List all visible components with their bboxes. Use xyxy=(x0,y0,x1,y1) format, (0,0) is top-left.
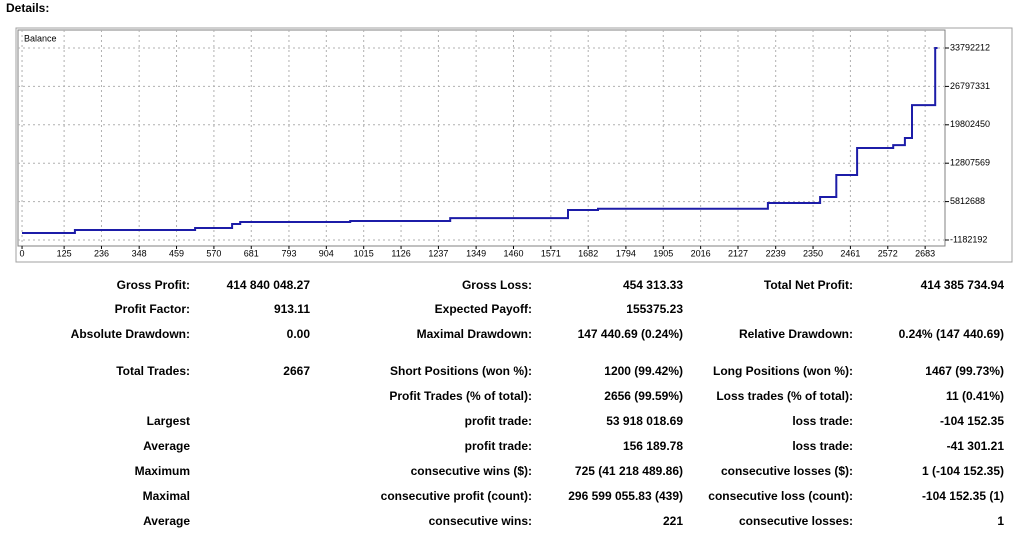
x-tick-label: 2127 xyxy=(728,248,748,258)
stat-value: 1 (-104 152.35) xyxy=(922,464,1004,478)
stat-value: 414 385 734.94 xyxy=(921,278,1005,292)
stat-value: 725 (41 218 489.86) xyxy=(575,464,683,478)
stat-label: Largest xyxy=(147,414,190,428)
stat-label: Expected Payoff: xyxy=(435,302,532,316)
stat-value: 1 xyxy=(997,514,1004,528)
x-tick-label: 1237 xyxy=(428,248,448,258)
y-tick-label: 19802450 xyxy=(950,119,990,129)
y-tick-label: 12807569 xyxy=(950,158,990,168)
y-tick-label: 26797331 xyxy=(950,81,990,91)
stat-label: Average xyxy=(143,514,190,528)
stat-label: Total Net Profit: xyxy=(764,278,853,292)
stat-label: consecutive loss (count): xyxy=(708,489,853,503)
stat-value: 2667 xyxy=(283,364,310,378)
x-tick-label: 1682 xyxy=(578,248,598,258)
stat-label: Relative Drawdown: xyxy=(739,327,853,341)
stat-value: 296 599 055.83 (439) xyxy=(568,489,683,503)
x-tick-label: 1126 xyxy=(391,248,410,258)
stat-value: 1200 (99.42%) xyxy=(604,364,683,378)
stat-value: 0.00 xyxy=(287,327,311,341)
x-tick-label: 2350 xyxy=(803,248,823,258)
stat-label: loss trade: xyxy=(792,414,853,428)
y-tick-label: -1182192 xyxy=(950,234,987,244)
x-tick-label: 2016 xyxy=(691,248,711,258)
stat-value: 147 440.69 (0.24%) xyxy=(578,327,683,341)
stat-value: 155375.23 xyxy=(626,302,683,316)
stat-label: Absolute Drawdown: xyxy=(71,327,190,341)
x-tick-label: 1349 xyxy=(466,248,486,258)
x-tick-label: 2461 xyxy=(840,248,860,258)
stat-value: -41 301.21 xyxy=(947,439,1005,453)
x-tick-label: 0 xyxy=(20,248,25,258)
stat-value: 221 xyxy=(663,514,683,528)
stat-label: Maximum xyxy=(135,464,190,478)
x-tick-label: 904 xyxy=(319,248,334,258)
x-tick-label: 2683 xyxy=(915,248,935,258)
x-tick-label: 125 xyxy=(57,248,72,258)
stat-label: consecutive losses: xyxy=(739,514,853,528)
details-title: Details: xyxy=(6,1,49,15)
stat-label: consecutive profit (count): xyxy=(381,489,532,503)
x-tick-label: 236 xyxy=(94,248,109,258)
stat-label: consecutive wins ($): xyxy=(411,464,532,478)
x-tick-label: 1571 xyxy=(541,248,561,258)
stat-label: Gross Profit: xyxy=(117,278,190,292)
stat-label: Gross Loss: xyxy=(462,278,532,292)
stat-value: 156 189.78 xyxy=(623,439,683,453)
stat-value: 454 313.33 xyxy=(623,278,683,292)
stat-label: Short Positions (won %): xyxy=(390,364,532,378)
stat-label: Profit Factor: xyxy=(115,302,190,316)
legend-label: Balance xyxy=(24,33,57,43)
stat-label: Profit Trades (% of total): xyxy=(389,389,532,403)
y-tick-label: 5812688 xyxy=(950,196,985,206)
stat-value: 414 840 048.27 xyxy=(227,278,311,292)
x-tick-label: 2572 xyxy=(878,248,898,258)
balance-line xyxy=(22,47,938,234)
plot-area xyxy=(17,29,946,247)
x-tick-label: 1794 xyxy=(616,248,636,258)
stat-value: 0.24% (147 440.69) xyxy=(899,327,1004,341)
x-tick-label: 459 xyxy=(169,248,184,258)
stat-label: Maximal Drawdown: xyxy=(417,327,532,341)
stat-label: Loss trades (% of total): xyxy=(716,389,853,403)
x-tick-label: 1015 xyxy=(354,248,374,258)
stat-label: Total Trades: xyxy=(116,364,190,378)
stat-label: Average xyxy=(143,439,190,453)
stat-label: Long Positions (won %): xyxy=(713,364,853,378)
y-tick-label: 33792212 xyxy=(950,42,990,52)
stat-label: Maximal xyxy=(143,489,190,503)
stat-label: profit trade: xyxy=(465,414,532,428)
x-tick-label: 681 xyxy=(244,248,259,258)
stat-value: 913.11 xyxy=(274,302,310,316)
stat-label: consecutive losses ($): xyxy=(721,464,853,478)
stat-value: -104 152.35 (1) xyxy=(922,489,1004,503)
stat-value: -104 152.35 xyxy=(940,414,1004,428)
x-tick-label: 570 xyxy=(206,248,221,258)
stat-value: 11 (0.41%) xyxy=(946,389,1004,403)
x-tick-label: 2239 xyxy=(766,248,786,258)
x-tick-label: 348 xyxy=(132,248,147,258)
x-tick-label: 793 xyxy=(281,248,296,258)
x-tick-label: 1905 xyxy=(653,248,673,258)
stat-label: profit trade: xyxy=(465,439,532,453)
stat-value: 2656 (99.59%) xyxy=(604,389,683,403)
stat-label: loss trade: xyxy=(792,439,853,453)
stat-value: 1467 (99.73%) xyxy=(925,364,1004,378)
stat-value: 53 918 018.69 xyxy=(606,414,683,428)
x-tick-label: 1460 xyxy=(503,248,523,258)
stat-label: consecutive wins: xyxy=(429,514,532,528)
